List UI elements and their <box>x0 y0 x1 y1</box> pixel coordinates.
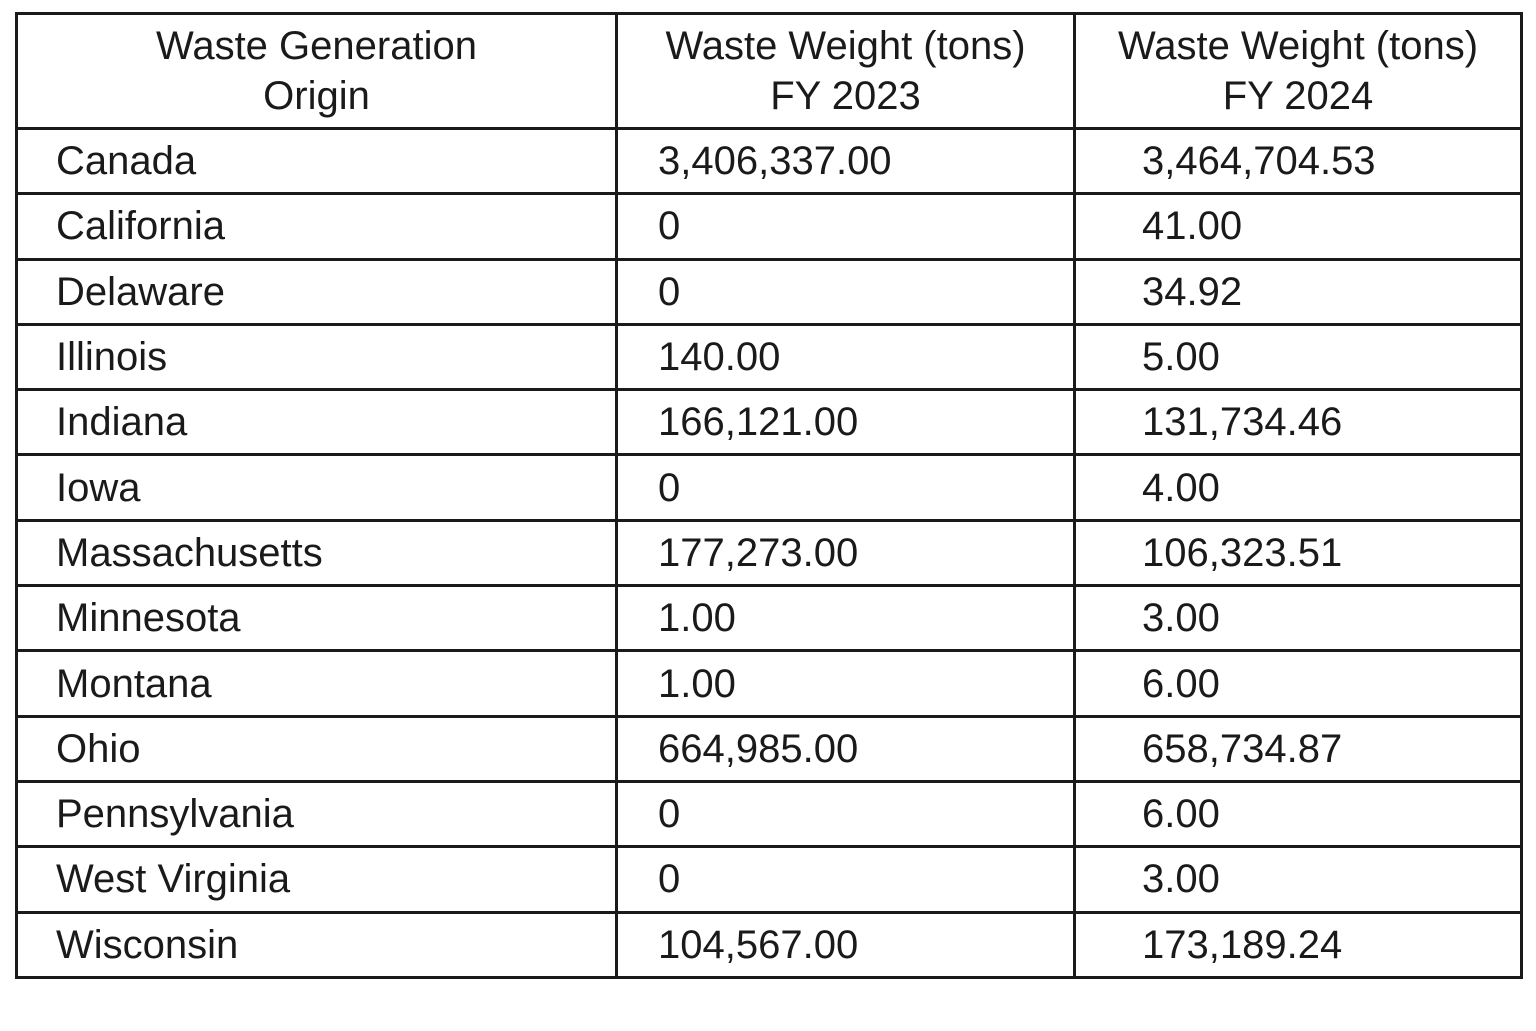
cell: 104,567.00 <box>615 910 1076 979</box>
table-row: Massachusetts 177,273.00 106,323.51 <box>15 518 1523 588</box>
cell: 3.00 <box>1073 845 1523 914</box>
cell: 658,734.87 <box>1073 714 1523 783</box>
waste-table: Waste Generation Origin Waste Weight (tons… <box>15 12 1523 979</box>
cell: 131,734.46 <box>1073 388 1523 457</box>
cell: Minnesota <box>15 584 618 653</box>
table-row: Indiana 166,121.00 131,734.46 <box>15 388 1523 457</box>
cell: Canada <box>15 126 618 196</box>
cell: 4.00 <box>1073 453 1523 522</box>
cell: 34.92 <box>1073 257 1523 326</box>
cell: 664,985.00 <box>615 714 1076 783</box>
cell: Massachusetts <box>15 518 618 588</box>
cell: Montana <box>15 649 618 718</box>
header-text: Origin <box>263 74 370 118</box>
table-row: California 0 41.00 <box>15 192 1523 261</box>
cell: 3.00 <box>1073 584 1523 653</box>
table-row: Wisconsin 104,567.00 173,189.24 <box>15 910 1523 979</box>
cell: 0 <box>615 257 1076 326</box>
table-row: Pennsylvania 0 6.00 <box>15 779 1523 849</box>
cell: 6.00 <box>1073 779 1523 849</box>
cell: West Virginia <box>15 845 618 914</box>
cell: Wisconsin <box>15 910 618 979</box>
table-row: Delaware 0 34.92 <box>15 257 1523 326</box>
table-body: Canada 3,406,337.00 3,464,704.53 California… <box>15 126 1523 979</box>
cell: California <box>15 192 618 261</box>
header-row: Waste Generation Origin Waste Weight (tons… <box>15 12 1523 130</box>
cell: Illinois <box>15 322 618 392</box>
header-text: Waste Weight (tons) <box>665 24 1026 68</box>
cell: 0 <box>615 192 1076 261</box>
cell: Indiana <box>15 388 618 457</box>
cell: 3,406,337.00 <box>615 126 1076 196</box>
header-text: Waste Generation <box>156 24 477 68</box>
cell: 41.00 <box>1073 192 1523 261</box>
header-text: Waste Weight (tons) <box>1117 24 1479 68</box>
header-text: FY 2024 <box>1222 74 1374 118</box>
table-row: Montana 1.00 6.00 <box>15 649 1523 718</box>
cell: 140.00 <box>615 322 1076 392</box>
header-text: FY 2023 <box>770 74 921 118</box>
cell: 0 <box>615 779 1076 849</box>
cell: 6.00 <box>1073 649 1523 718</box>
cell: 3,464,704.53 <box>1073 126 1523 196</box>
table-row: Minnesota 1.00 3.00 <box>15 584 1523 653</box>
cell: 106,323.51 <box>1073 518 1523 588</box>
header-cell: Waste Generation Origin <box>15 12 618 130</box>
cell: Delaware <box>15 257 618 326</box>
table-row: Iowa 0 4.00 <box>15 453 1523 522</box>
cell: 1.00 <box>615 649 1076 718</box>
cell: Pennsylvania <box>15 779 618 849</box>
cell: 0 <box>615 845 1076 914</box>
cell: 166,121.00 <box>615 388 1076 457</box>
table-row: Illinois 140.00 5.00 <box>15 322 1523 392</box>
cell: Ohio <box>15 714 618 783</box>
header-cell: Waste Weight (tons) FY 2024 <box>1073 12 1523 130</box>
table-row: Canada 3,406,337.00 3,464,704.53 <box>15 126 1523 196</box>
header-cell: Waste Weight (tons) FY 2023 <box>615 12 1076 130</box>
cell: 177,273.00 <box>615 518 1076 588</box>
cell: Iowa <box>15 453 618 522</box>
cell: 1.00 <box>615 584 1076 653</box>
table-row: Ohio 664,985.00 658,734.87 <box>15 714 1523 783</box>
cell: 0 <box>615 453 1076 522</box>
cell: 173,189.24 <box>1073 910 1523 979</box>
table-row: West Virginia 0 3.00 <box>15 845 1523 914</box>
cell: 5.00 <box>1073 322 1523 392</box>
